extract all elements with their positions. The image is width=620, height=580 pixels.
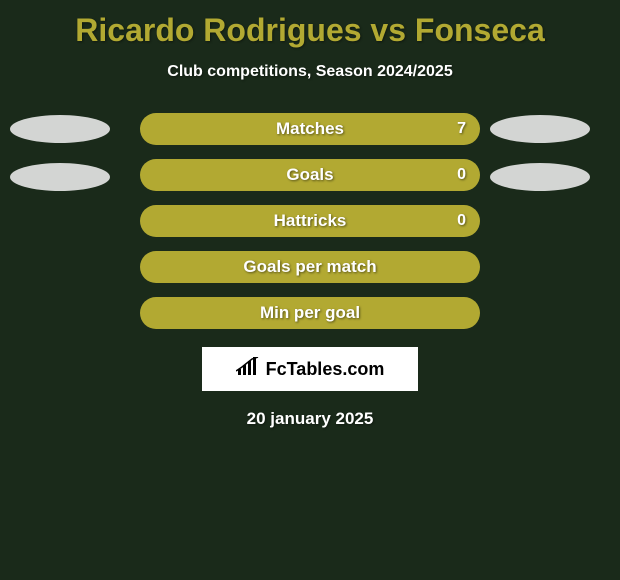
left-oval [10,115,110,143]
stat-label: Goals [286,165,333,185]
stat-row: Matches 7 [0,113,620,145]
stat-label: Hattricks [274,211,347,231]
stat-value: 0 [457,212,466,230]
barchart-icon [236,357,260,382]
page-title: Ricardo Rodrigues vs Fonseca [75,12,544,49]
logo-text: FcTables.com [266,359,385,380]
stat-value: 0 [457,166,466,184]
logo-box: FcTables.com [202,347,418,391]
right-oval [490,115,590,143]
stat-label: Goals per match [243,257,376,277]
stat-value: 7 [457,120,466,138]
stat-bar: Goals per match [140,251,480,283]
stat-label: Matches [276,119,344,139]
stat-row: Hattricks 0 [0,205,620,237]
stat-bar: Matches 7 [140,113,480,145]
stat-row: Goals per match [0,251,620,283]
comparison-infographic: Ricardo Rodrigues vs Fonseca Club compet… [0,0,620,429]
stat-bar: Goals 0 [140,159,480,191]
stat-bar: Hattricks 0 [140,205,480,237]
right-oval [490,163,590,191]
subtitle: Club competitions, Season 2024/2025 [167,63,452,81]
stat-label: Min per goal [260,303,360,323]
footer-date: 20 january 2025 [247,409,374,429]
stat-bar: Min per goal [140,297,480,329]
stat-row: Min per goal [0,297,620,329]
left-oval [10,163,110,191]
stat-row: Goals 0 [0,159,620,191]
stat-rows: Matches 7 Goals 0 Hattricks 0 Goals per match M… [0,113,620,329]
